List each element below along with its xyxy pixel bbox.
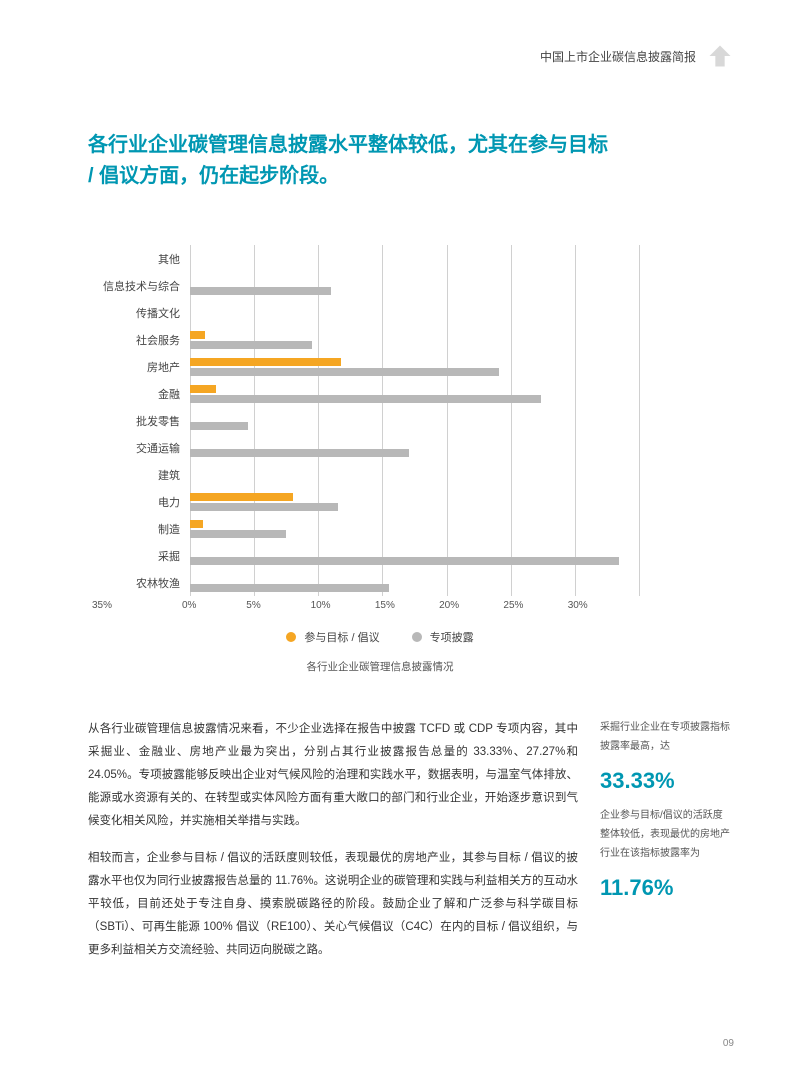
- legend-item: 参与目标 / 倡议: [286, 629, 379, 645]
- bar: [190, 341, 312, 349]
- bar: [190, 503, 338, 511]
- bar: [190, 385, 216, 393]
- y-label: 其他: [100, 245, 190, 272]
- y-label: 批发零售: [100, 407, 190, 434]
- bar: [190, 331, 205, 339]
- chart-caption: 各行业企业碳管理信息披露情况: [100, 659, 660, 674]
- legend-dot: [412, 632, 422, 642]
- bar-row: [190, 407, 640, 434]
- y-label: 传播文化: [100, 299, 190, 326]
- bar: [190, 395, 541, 403]
- section-title: 各行业企业碳管理信息披露水平整体较低，尤其在参与目标 / 倡议方面，仍在起步阶段…: [88, 130, 608, 192]
- bar-row: [190, 272, 640, 299]
- bar-row: [190, 353, 640, 380]
- bar: [190, 584, 389, 592]
- y-label: 社会服务: [100, 326, 190, 353]
- bar: [190, 287, 331, 295]
- y-label: 交通运输: [100, 434, 190, 461]
- bar: [190, 520, 203, 528]
- bar: [190, 557, 619, 565]
- y-axis-labels: 其他信息技术与综合传播文化社会服务房地产金融批发零售交通运输建筑电力制造采掘农林…: [100, 245, 190, 596]
- arrow-up-icon: [706, 42, 734, 70]
- y-label: 建筑: [100, 461, 190, 488]
- bar: [190, 449, 409, 457]
- x-axis-labels: 0%5%10%15%20%25%30%35%: [190, 600, 640, 611]
- bar-row: [190, 488, 640, 515]
- legend-label: 参与目标 / 倡议: [304, 629, 379, 645]
- legend-label: 专项披露: [430, 629, 474, 645]
- bar-row: [190, 380, 640, 407]
- bar-row: [190, 569, 640, 596]
- y-label: 房地产: [100, 353, 190, 380]
- paragraph-2: 相较而言，企业参与目标 / 倡议的活跃度则较低，表现最优的房地产业，其参与目标 …: [88, 847, 578, 962]
- sidebar-text-2: 企业参与目标/倡议的活跃度整体较低，表现最优的房地产行业在该指标披露率为: [600, 806, 730, 863]
- x-tick: 35%: [92, 600, 672, 611]
- bar-row: [190, 461, 640, 488]
- legend-item: 专项披露: [412, 629, 474, 645]
- bar-row: [190, 326, 640, 353]
- y-label: 电力: [100, 488, 190, 515]
- chart-legend: 参与目标 / 倡议 专项披露: [100, 629, 660, 645]
- bar-row: [190, 515, 640, 542]
- bar: [190, 358, 341, 366]
- y-label: 制造: [100, 515, 190, 542]
- sidebar-number-1: 33.33%: [600, 760, 730, 802]
- paragraph-1: 从各行业碳管理信息披露情况来看，不少企业选择在报告中披露 TCFD 或 CDP …: [88, 718, 578, 833]
- body-text: 从各行业碳管理信息披露情况来看，不少企业选择在报告中披露 TCFD 或 CDP …: [88, 718, 578, 976]
- sidebar-callout: 采掘行业企业在专项披露指标披露率最高，达 33.33% 企业参与目标/倡议的活跃…: [600, 718, 730, 913]
- bar-row: [190, 434, 640, 461]
- bar-row: [190, 299, 640, 326]
- chart-container: 其他信息技术与综合传播文化社会服务房地产金融批发零售交通运输建筑电力制造采掘农林…: [100, 245, 660, 674]
- y-label: 农林牧渔: [100, 569, 190, 596]
- bar-row: [190, 542, 640, 569]
- sidebar-text-1: 采掘行业企业在专项披露指标披露率最高，达: [600, 718, 730, 756]
- chart-plot: [190, 245, 640, 596]
- legend-dot: [286, 632, 296, 642]
- header-text: 中国上市企业碳信息披露简报: [540, 48, 696, 65]
- page-number: 09: [723, 1038, 734, 1049]
- bar: [190, 493, 293, 501]
- bar: [190, 368, 499, 376]
- chart-bars: [190, 245, 640, 596]
- sidebar-number-2: 11.76%: [600, 867, 730, 909]
- y-label: 信息技术与综合: [100, 272, 190, 299]
- y-label: 金融: [100, 380, 190, 407]
- bar-row: [190, 245, 640, 272]
- page-header: 中国上市企业碳信息披露简报: [540, 42, 734, 70]
- bar: [190, 422, 248, 430]
- y-label: 采掘: [100, 542, 190, 569]
- bar: [190, 530, 286, 538]
